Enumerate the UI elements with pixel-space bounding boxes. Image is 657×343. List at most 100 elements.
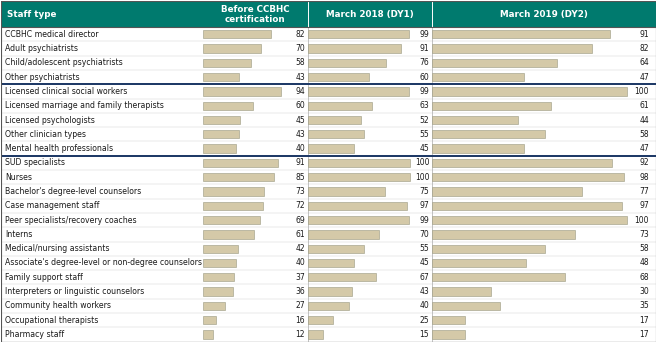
Text: 85: 85 <box>296 173 305 182</box>
Bar <box>432 245 545 253</box>
Bar <box>203 216 260 224</box>
Text: Other clinician types: Other clinician types <box>5 130 86 139</box>
Bar <box>432 144 524 153</box>
Bar <box>307 316 333 324</box>
Bar <box>307 30 409 38</box>
Text: 12: 12 <box>296 330 305 339</box>
Bar <box>307 302 349 310</box>
Text: 63: 63 <box>420 101 429 110</box>
Text: 45: 45 <box>420 144 429 153</box>
Text: Licensed psychologists: Licensed psychologists <box>5 116 95 125</box>
Bar <box>432 59 557 67</box>
Text: 70: 70 <box>420 230 429 239</box>
Text: 97: 97 <box>639 201 649 210</box>
Bar <box>307 330 323 339</box>
Bar <box>432 202 622 210</box>
Text: 45: 45 <box>420 259 429 268</box>
Text: 40: 40 <box>420 301 429 310</box>
Text: Pharmacy staff: Pharmacy staff <box>5 330 64 339</box>
Bar <box>203 259 236 267</box>
Bar <box>307 216 409 224</box>
Text: 75: 75 <box>420 187 429 196</box>
Bar <box>307 59 386 67</box>
Text: 100: 100 <box>415 158 429 167</box>
Text: Interns: Interns <box>5 230 33 239</box>
Text: 73: 73 <box>639 230 649 239</box>
Text: Family support staff: Family support staff <box>5 273 83 282</box>
Text: 25: 25 <box>420 316 429 325</box>
Text: 47: 47 <box>639 144 649 153</box>
Text: 30: 30 <box>639 287 649 296</box>
Bar <box>432 173 623 181</box>
Text: 48: 48 <box>639 259 649 268</box>
Bar <box>432 130 545 139</box>
Bar <box>432 30 610 38</box>
Text: 73: 73 <box>295 187 305 196</box>
Bar <box>203 44 261 53</box>
Text: 58: 58 <box>639 244 649 253</box>
Text: 43: 43 <box>420 287 429 296</box>
Bar <box>203 73 238 81</box>
Text: 82: 82 <box>639 44 649 53</box>
Text: 82: 82 <box>296 30 305 39</box>
Bar <box>432 116 518 124</box>
Bar <box>203 144 236 153</box>
Bar <box>307 102 373 110</box>
Text: Interpreters or linguistic counselors: Interpreters or linguistic counselors <box>5 287 145 296</box>
Text: 36: 36 <box>295 287 305 296</box>
Text: 40: 40 <box>295 144 305 153</box>
Text: 68: 68 <box>639 273 649 282</box>
Text: 99: 99 <box>420 30 429 39</box>
Text: Peer specialists/recovery coaches: Peer specialists/recovery coaches <box>5 216 137 225</box>
Bar <box>432 187 583 196</box>
Text: 43: 43 <box>295 73 305 82</box>
Text: March 2019 (DY2): March 2019 (DY2) <box>500 10 587 19</box>
Bar <box>203 245 238 253</box>
Text: 37: 37 <box>295 273 305 282</box>
Text: 44: 44 <box>639 116 649 125</box>
Text: 100: 100 <box>635 216 649 225</box>
Bar <box>203 87 281 96</box>
Bar <box>203 173 273 181</box>
Text: 43: 43 <box>295 130 305 139</box>
Text: 58: 58 <box>296 58 305 67</box>
Bar <box>307 202 407 210</box>
Bar <box>432 73 524 81</box>
Text: 72: 72 <box>296 201 305 210</box>
Bar <box>307 230 380 238</box>
Bar <box>203 287 233 296</box>
Text: Licensed marriage and family therapists: Licensed marriage and family therapists <box>5 101 164 110</box>
Text: Licensed clinical social workers: Licensed clinical social workers <box>5 87 127 96</box>
Bar <box>203 59 251 67</box>
Bar <box>203 202 263 210</box>
Text: 70: 70 <box>295 44 305 53</box>
Text: Associate's degree-level or non-degree counselors: Associate's degree-level or non-degree c… <box>5 259 202 268</box>
Text: March 2018 (DY1): March 2018 (DY1) <box>326 10 414 19</box>
Text: CCBHC medical director: CCBHC medical director <box>5 30 99 39</box>
Text: Other psychiatrists: Other psychiatrists <box>5 73 80 82</box>
Bar <box>307 144 353 153</box>
Bar <box>203 30 271 38</box>
Text: 99: 99 <box>420 216 429 225</box>
Bar <box>203 302 225 310</box>
Bar <box>203 273 234 281</box>
Text: 91: 91 <box>420 44 429 53</box>
Bar <box>203 187 263 196</box>
Bar <box>307 87 409 96</box>
Text: 61: 61 <box>639 101 649 110</box>
Bar <box>432 273 565 281</box>
Text: 91: 91 <box>296 158 305 167</box>
Text: 67: 67 <box>420 273 429 282</box>
Text: 77: 77 <box>639 187 649 196</box>
Bar <box>432 216 627 224</box>
Text: 27: 27 <box>296 301 305 310</box>
Bar <box>203 130 238 139</box>
Bar <box>307 44 401 53</box>
Text: 76: 76 <box>420 58 429 67</box>
Text: Medical/nursing assistants: Medical/nursing assistants <box>5 244 110 253</box>
Text: 55: 55 <box>420 244 429 253</box>
Text: 58: 58 <box>639 130 649 139</box>
Text: 47: 47 <box>639 73 649 82</box>
Text: Mental health professionals: Mental health professionals <box>5 144 114 153</box>
Text: 61: 61 <box>296 230 305 239</box>
